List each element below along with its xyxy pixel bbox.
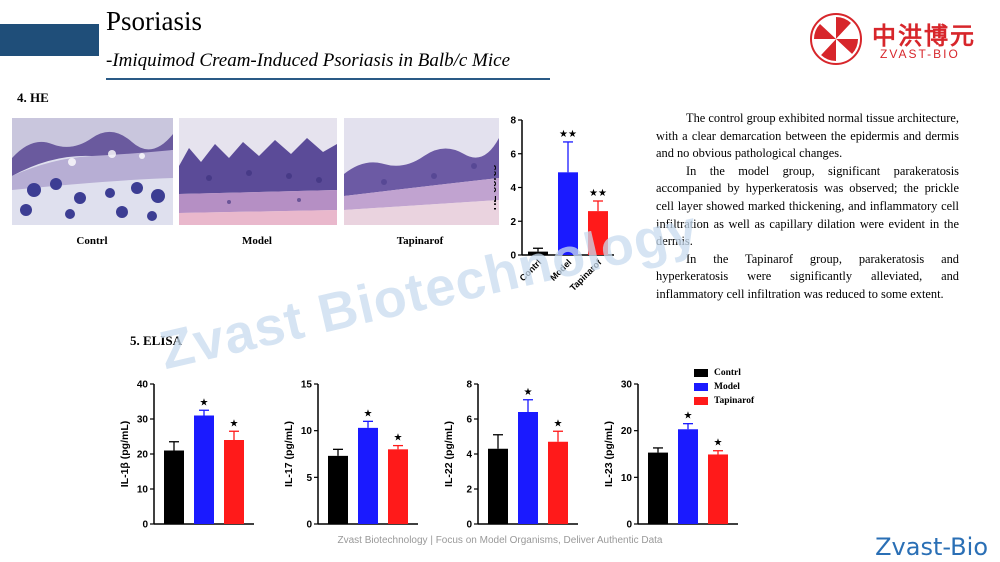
logo-chinese-text: 中洪博元 [872,22,976,50]
y-tick-label: 0 [142,520,148,531]
y-tick-label: 30 [137,415,149,426]
he-caption-tapinarof: Tapinarof [396,235,444,247]
significance-star: ★ [230,418,239,429]
section-heading-elisa: 5. ELISA [130,333,183,348]
y-tick-label: 20 [621,426,633,437]
legend-label-contrl: Contrl [714,368,741,378]
y-tick-label: 0 [510,251,516,262]
bar-tapinarof [708,454,728,524]
footer-tagline: Zvast Biotechnology | Focus on Model Org… [337,535,663,546]
paragraph-control: The control group exhibited normal tissu… [656,111,959,161]
brand-mark: Zvast-Bio [875,533,988,561]
significance-star: ★ [364,408,373,419]
bar-model [518,412,538,524]
y-tick-label: 4 [466,450,472,461]
y-tick-label: 10 [621,473,633,484]
y-tick-label: 2 [510,217,516,228]
bar-contrl [528,251,548,255]
results-description: The control group exhibited normal tissu… [656,110,959,304]
bar-model [558,172,578,255]
bar-contrl [488,448,508,524]
il1b-chart: 0 10 20 30 40 IL-1β (pg/mL) ★ ★ [119,380,254,531]
legend-label-tapinarof: Tapinarof [714,396,755,406]
y-axis-label: IL-17 (pg/mL) [283,421,295,487]
significance-star: ★★ [559,129,577,140]
il17-chart: 0 5 10 15 IL-17 (pg/mL) ★ ★ [283,380,418,531]
y-axis-label: IL-23 (pg/mL) [603,421,615,487]
bar-contrl [648,452,668,524]
he-image-model [179,118,337,225]
logo-english-text: ZVAST-BIO [880,47,960,61]
significance-star: ★ [394,433,403,444]
chart-legend: Contrl Model Tapinarof [694,366,754,408]
bar-tapinarof [548,441,568,524]
y-axis-label: IL-1β (pg/mL) [119,421,131,487]
y-tick-label: 10 [301,426,313,437]
he-caption-model: Model [242,235,272,247]
bar-model [194,415,214,524]
y-tick-label: 4 [510,183,516,194]
page-title: Psoriasis [106,6,203,36]
company-logo [806,12,986,66]
il23-chart: 0 10 20 30 IL-23 (pg/mL) ★ ★ [603,380,738,531]
y-tick-label: 6 [510,149,516,160]
legend-label-model: Model [714,382,740,392]
section-heading-he: 4. HE [17,90,49,105]
y-tick-label: 0 [306,520,312,531]
legend-item-tapinarof: Tapinarof [694,394,754,408]
legend-swatch-model [694,383,708,391]
legend-item-model: Model [694,380,754,394]
y-tick-label: 30 [621,380,633,391]
bar-tapinarof [388,449,408,524]
y-tick-label: 5 [306,473,312,484]
significance-star: ★ [684,411,693,422]
y-tick-label: 10 [137,485,149,496]
title-accent-bar [0,24,99,56]
y-tick-label: 20 [137,450,149,461]
legend-item-contrl: Contrl [694,366,754,380]
y-tick-label: 0 [466,520,472,531]
bar-model [358,427,378,524]
legend-swatch-contrl [694,369,708,377]
y-tick-label: 8 [466,380,472,391]
y-axis-label: HE cores [494,165,499,211]
y-tick-label: 2 [466,485,472,496]
significance-star: ★ [524,387,533,398]
significance-star: ★★ [589,188,607,199]
y-tick-label: 15 [301,380,313,391]
y-tick-label: 6 [466,415,472,426]
zvast-logo-icon [810,13,862,65]
y-axis-label: IL-22 (pg/mL) [443,421,455,487]
paragraph-tapinarof: In the Tapinarof group, parakeratosis an… [656,251,959,301]
title-underline [106,78,550,80]
y-tick-label: 8 [510,116,516,127]
legend-swatch-tapinarof [694,397,708,405]
paragraph-model: In the model group, significant parakera… [656,163,959,249]
y-tick-label: 0 [626,520,632,531]
bar-contrl [164,450,184,524]
he-image-contrl [12,118,173,225]
significance-star: ★ [200,397,209,408]
significance-star: ★ [714,438,723,449]
significance-star: ★ [554,418,563,429]
he-caption-contrl: Contrl [76,235,108,247]
il22-chart: 0 2 4 6 8 IL-22 (pg/mL) ★ ★ [443,380,578,531]
page-subtitle: -Imiquimod Cream-Induced Psoriasis in Ba… [106,50,511,71]
bar-tapinarof [224,440,244,524]
bar-model [678,429,698,524]
bar-contrl [328,455,348,524]
bar-tapinarof [588,211,608,255]
y-tick-label: 40 [137,380,149,391]
he-image-tapinarof [344,118,499,225]
